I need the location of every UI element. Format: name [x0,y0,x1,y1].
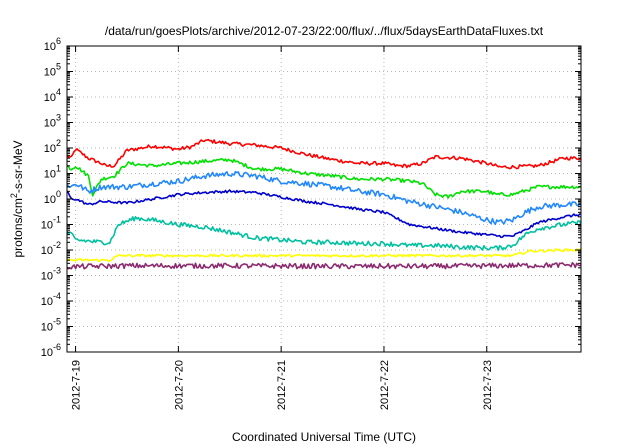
y-tick-label-exp: -3 [53,266,61,276]
y-tick-label-base: 10 [41,271,53,283]
y-tick-label: 102 [44,138,61,155]
y-tick-label: 105 [44,62,61,79]
y-tick-label: 10-1 [41,215,61,232]
y-tick-label: 101 [44,164,61,181]
x-axis-label: Coordinated Universal Time (UTC) [232,430,416,444]
y-tick-label-exp: -5 [53,317,61,327]
y-tick-label-exp: 1 [56,164,61,174]
x-tick-label: 2012-7-21 [276,360,288,410]
y-tick-label-base: 10 [41,322,53,334]
y-tick-label-base: 10 [44,194,56,206]
y-tick-label-base: 10 [41,245,53,257]
series-line-5 [67,216,581,251]
y-tick-label: 10-4 [41,291,61,308]
series-line-6 [67,248,581,263]
y-tick-label-exp: -6 [53,342,61,352]
x-tick-label: 2012-7-19 [71,360,83,410]
y-tick-label: 10-5 [41,317,61,334]
y-tick-label-base: 10 [44,118,56,130]
chart-title: /data/run/goesPlots/archive/2012-07-23/2… [105,24,544,38]
y-tick-label-exp: 6 [56,36,61,46]
x-tick-label: 2012-7-22 [379,360,391,410]
y-tick-label-base: 10 [44,41,56,53]
y-tick-label: 104 [44,87,61,104]
y-tick-label-base: 10 [41,347,53,359]
series-layer [67,138,581,270]
y-tick-label-exp: -2 [53,240,61,250]
grid [67,46,581,352]
y-tick-label-base: 10 [41,220,53,232]
y-tick-label-exp: -4 [53,291,61,301]
y-axis-label-rest: -s-sr-MeV [11,140,25,193]
y-tick-label-exp: 2 [56,138,61,148]
y-tick-label-base: 10 [44,169,56,181]
y-tick-label: 10-6 [41,342,61,359]
series-line-3 [67,170,581,226]
x-tick-label: 2012-7-23 [482,360,494,410]
y-tick-label-exp: 4 [56,87,61,97]
series-line-1 [67,138,581,170]
y-tick-label: 103 [44,113,61,130]
y-tick-label: 100 [44,189,61,206]
series-line-7 [67,262,581,270]
y-tick-label: 106 [44,36,61,53]
series-line-4 [67,189,581,239]
y-axis-label-sup: 2 [9,193,19,198]
y-tick-label-exp: 3 [56,113,61,123]
y-tick-label-base: 10 [44,67,56,79]
y-tick-label-base: 10 [44,92,56,104]
y-axis-label: protons/cm2-s-sr-MeV [9,140,25,257]
y-tick-label-exp: 5 [56,62,61,72]
series-line-2 [67,157,581,199]
axes: 10-610-510-410-310-210-11001011021031041… [41,36,582,410]
plot-frame [66,45,582,353]
y-tick-label-base: 10 [44,143,56,155]
y-tick-label-base: 10 [41,296,53,308]
y-tick-label: 10-2 [41,240,61,257]
y-tick-label-exp: 0 [56,189,61,199]
x-tick-label: 2012-7-20 [173,360,185,410]
y-axis-label-base: protons/cm [11,198,25,257]
y-tick-label-exp: -1 [53,215,61,225]
y-tick-label: 10-3 [41,266,61,283]
